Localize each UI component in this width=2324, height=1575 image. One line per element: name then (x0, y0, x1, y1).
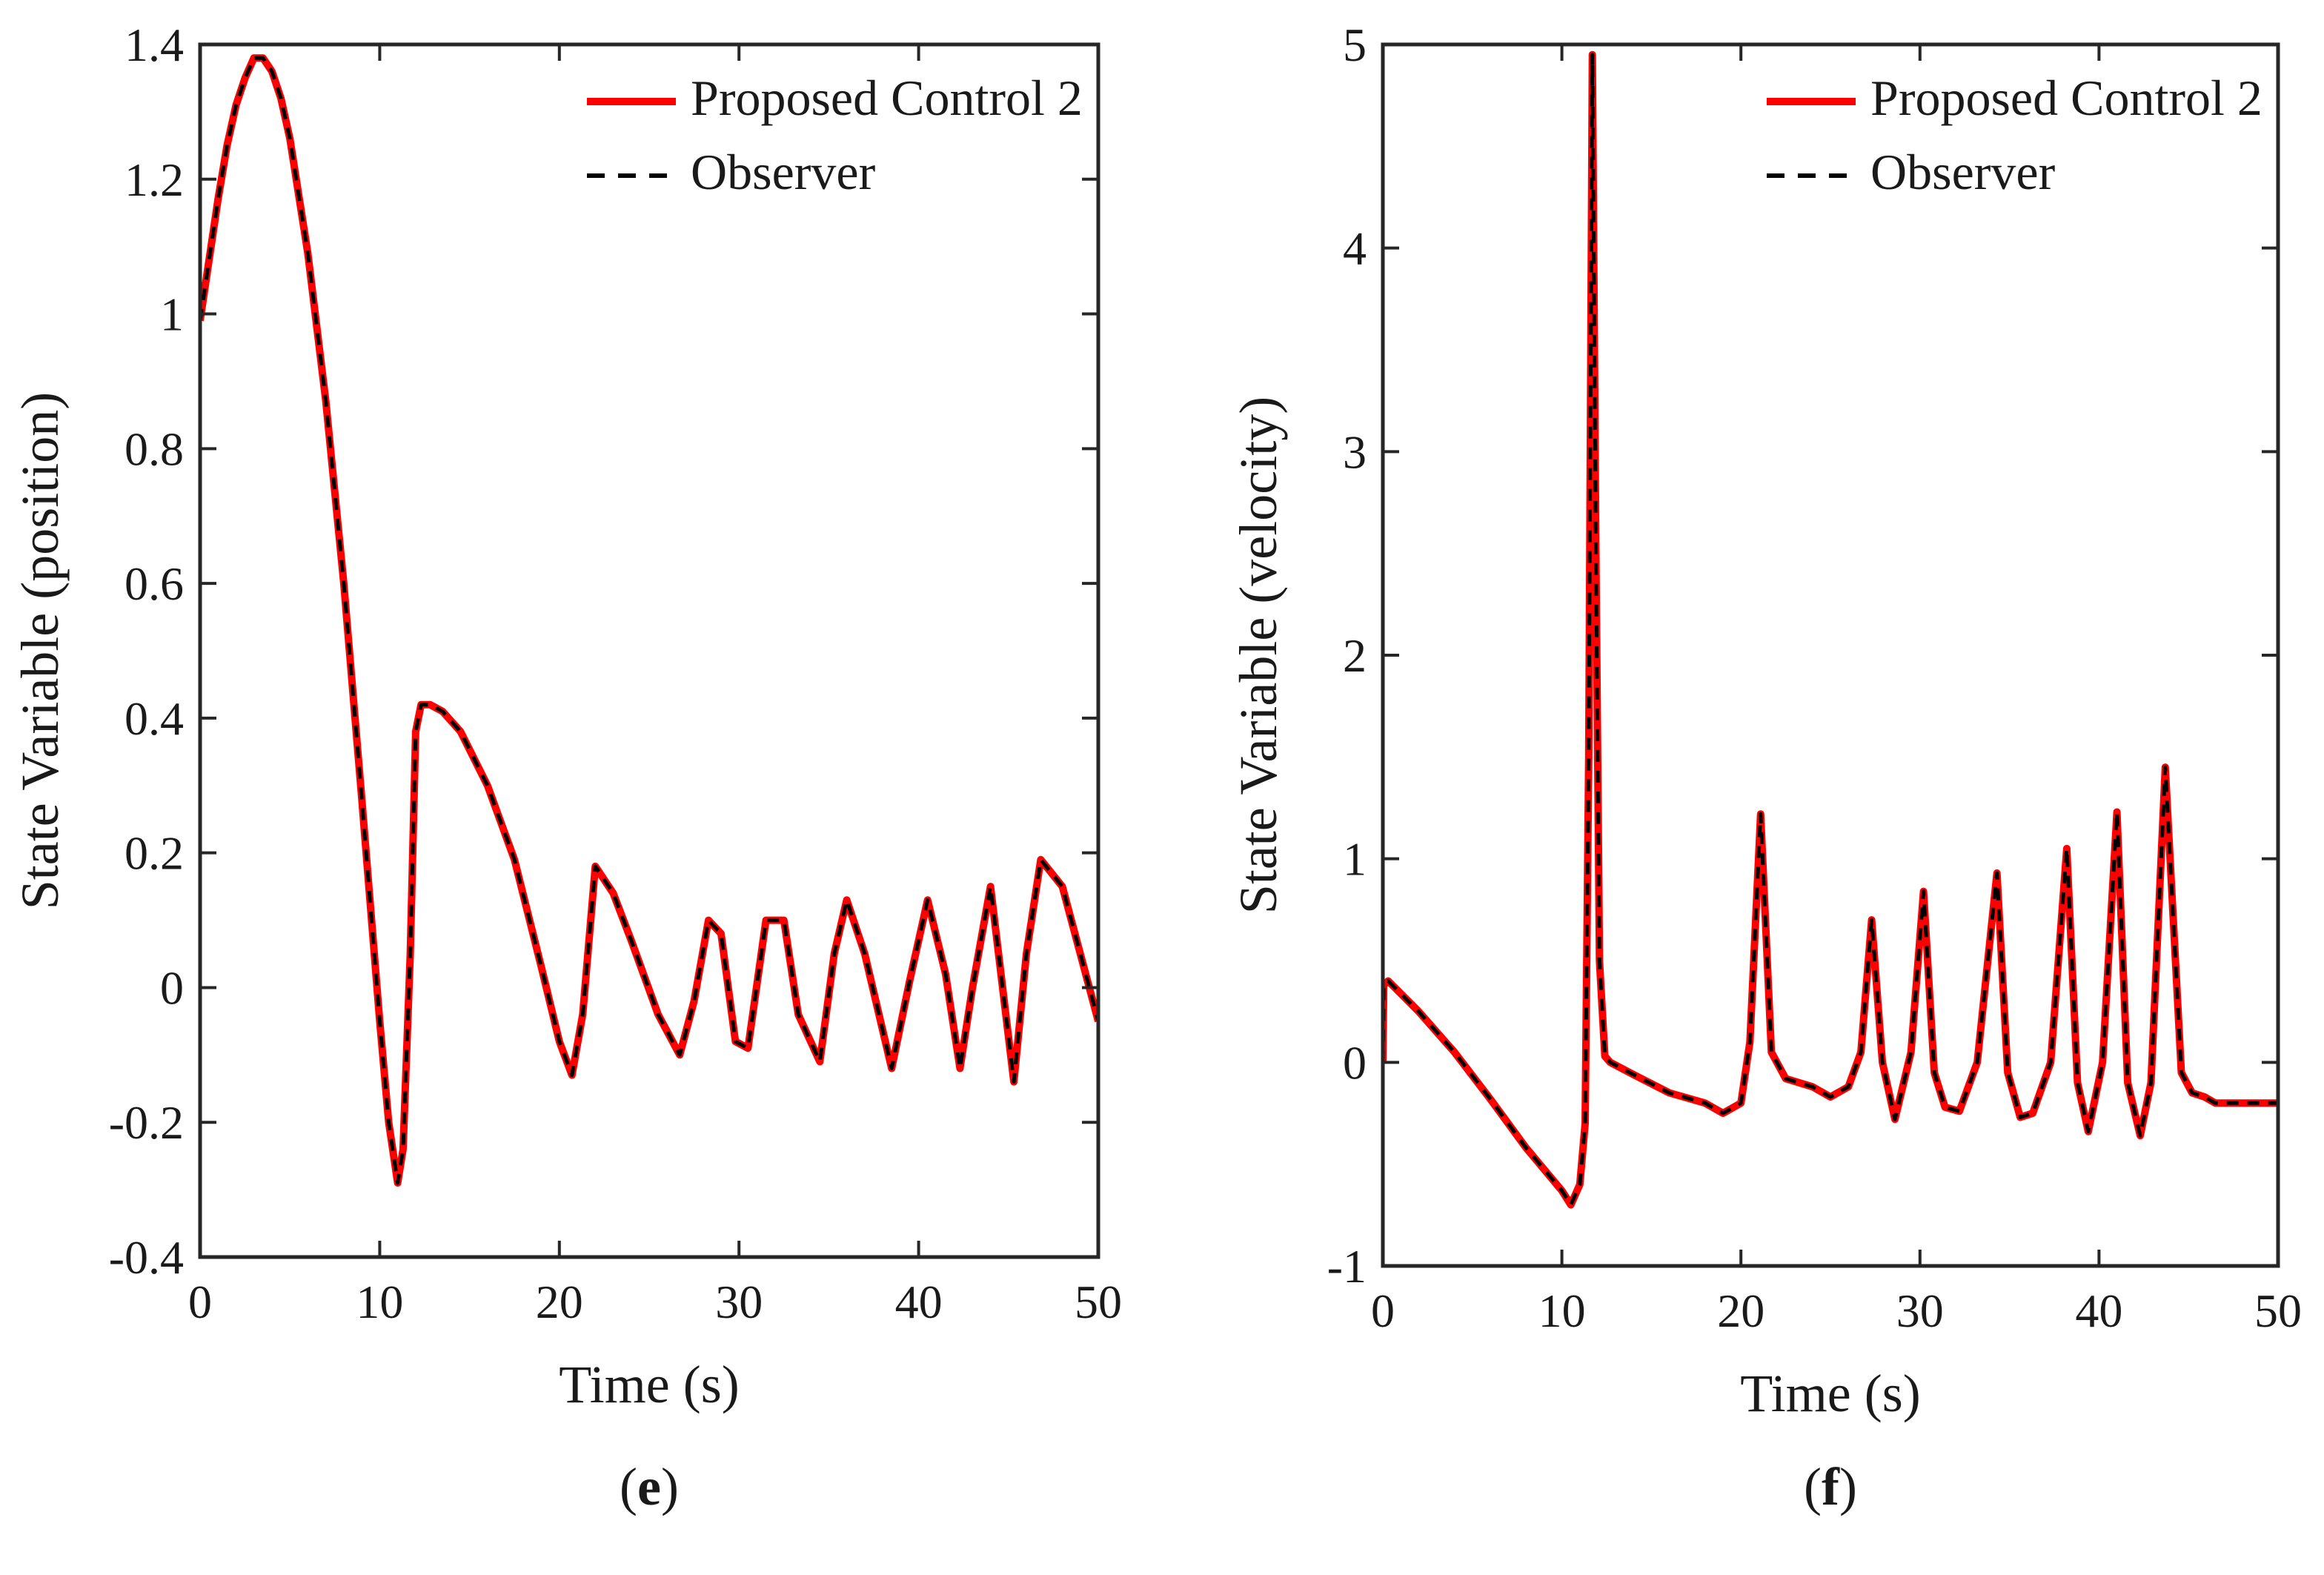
x-tick-label: 20 (536, 1276, 583, 1328)
x-tick-label: 40 (2075, 1284, 2122, 1337)
y-axis-label: State Variable (position) (10, 392, 70, 910)
x-tick-label: 40 (895, 1276, 943, 1328)
x-tick-label: 10 (1538, 1284, 1586, 1337)
y-tick-label: -0.2 (109, 1096, 184, 1149)
legend-label-proposed: Proposed Control 2 (1870, 70, 2262, 126)
axes-box-f (1381, 42, 2280, 1268)
y-tick-label: 1.4 (124, 19, 184, 71)
y-tick-label: -1 (1327, 1240, 1367, 1293)
x-tick-label: 50 (2254, 1284, 2302, 1337)
y-tick-label: 2 (1343, 629, 1367, 682)
y-tick-label: 0 (160, 961, 184, 1014)
y-tick-label: 1.2 (124, 153, 184, 206)
x-tick-label: 0 (188, 1276, 212, 1328)
x-tick-label: 30 (1896, 1284, 1944, 1337)
x-tick-label: 20 (1717, 1284, 1764, 1337)
panel-label-e: (e) (620, 1457, 679, 1516)
y-tick-label: 0.2 (124, 827, 184, 880)
y-tick-label: 0.8 (124, 422, 184, 475)
y-tick-label: 1 (1343, 833, 1367, 886)
x-tick-label: 30 (715, 1276, 763, 1328)
axes-box-e (198, 42, 1100, 1259)
y-tick-label: 1 (160, 288, 184, 341)
y-tick-label: 3 (1343, 425, 1367, 478)
y-axis-label: State Variable (velocity) (1229, 397, 1288, 914)
y-tick-label: 0.4 (124, 692, 184, 745)
legend-label-proposed: Proposed Control 2 (691, 70, 1083, 126)
x-tick-label: 0 (1371, 1284, 1395, 1337)
observer-line-e (200, 56, 1098, 1185)
y-tick-label: 4 (1343, 222, 1367, 275)
y-tick-label: 5 (1343, 19, 1367, 71)
observer-line-f (1383, 53, 2278, 1207)
proposed-control-2-line-f (1383, 50, 2278, 1209)
x-axis-label: Time (s) (559, 1355, 739, 1414)
y-tick-label: 0 (1343, 1036, 1367, 1089)
y-tick-label: -0.4 (109, 1231, 184, 1284)
x-tick-label: 10 (356, 1276, 403, 1328)
x-tick-label: 50 (1075, 1276, 1122, 1328)
y-tick-label: 0.6 (124, 557, 184, 610)
panel-label-f: (f) (1804, 1457, 1857, 1516)
proposed-control-2-line-e (200, 54, 1098, 1187)
legend-label-observer: Observer (691, 144, 876, 200)
x-axis-label: Time (s) (1740, 1364, 1920, 1423)
chart-e-position: 0 10 20 30 40 50 -0.4 -0.2 0 0.2 0.4 0.6 0.8 1 1.2 1.4 T… (10, 19, 1122, 1516)
legend-label-observer: Observer (1870, 144, 2056, 200)
